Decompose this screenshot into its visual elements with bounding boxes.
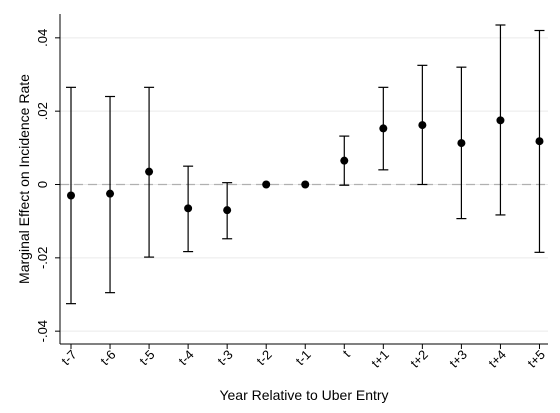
y-tick-label: .04 bbox=[35, 29, 50, 47]
point-estimate bbox=[106, 189, 115, 198]
y-tick-label: .02 bbox=[35, 102, 50, 120]
x-tick-label: t-4 bbox=[175, 347, 196, 368]
point-estimate bbox=[301, 180, 310, 189]
x-tick-label: t-3 bbox=[214, 347, 235, 368]
point-estimate bbox=[535, 137, 544, 146]
x-tick-label: t+3 bbox=[446, 347, 470, 371]
point-estimate bbox=[184, 204, 193, 213]
point-estimate bbox=[340, 156, 349, 165]
x-tick-label: t+5 bbox=[524, 347, 548, 371]
point-estimate bbox=[262, 180, 271, 189]
x-tick-label: t+1 bbox=[368, 347, 392, 371]
x-tick-label: t-5 bbox=[136, 347, 157, 368]
x-tick-label: t-1 bbox=[292, 347, 313, 368]
point-estimate bbox=[67, 191, 75, 200]
y-tick-label: 0 bbox=[35, 181, 50, 188]
y-tick-label: -.04 bbox=[35, 320, 50, 342]
axis-titles: Year Relative to Uber Entry Marginal Eff… bbox=[16, 74, 389, 403]
point-estimate bbox=[379, 124, 388, 133]
y-tick-label: -.02 bbox=[35, 247, 50, 269]
x-tick-label: t-2 bbox=[253, 347, 274, 368]
x-tick-label: t+4 bbox=[485, 347, 509, 371]
data-series bbox=[66, 24, 545, 305]
point-estimate bbox=[145, 167, 154, 176]
point-estimate bbox=[457, 139, 466, 148]
point-estimate bbox=[418, 121, 427, 130]
x-tick-label: t bbox=[340, 347, 353, 360]
point-estimate bbox=[496, 116, 505, 125]
y-axis-title: Marginal Effect on Incidence Rate bbox=[16, 74, 32, 284]
x-tick-label: t+2 bbox=[407, 347, 431, 371]
x-axis-title: Year Relative to Uber Entry bbox=[219, 387, 388, 403]
x-tick-label: t-7 bbox=[58, 347, 79, 368]
point-estimate bbox=[223, 206, 232, 215]
x-tick-label: t-6 bbox=[97, 347, 118, 368]
